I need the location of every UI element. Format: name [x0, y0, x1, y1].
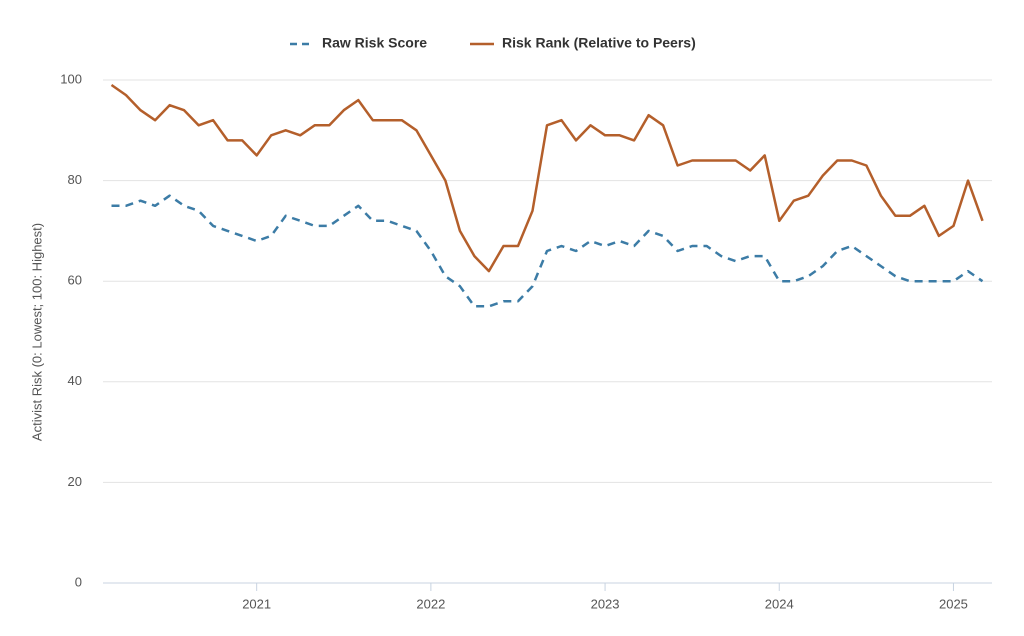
- x-tick-label: 2022: [416, 596, 445, 611]
- x-tick-label: 2025: [939, 596, 968, 611]
- series-line: [111, 194, 984, 308]
- y-tick-label: 60: [68, 273, 82, 288]
- y-tick-label: 80: [68, 172, 82, 187]
- y-tick-label: 40: [68, 373, 82, 388]
- x-tick-label: 2023: [591, 596, 620, 611]
- x-tick-label: 2021: [242, 596, 271, 611]
- legend-label: Risk Rank (Relative to Peers): [502, 35, 696, 51]
- y-tick-label: 0: [75, 574, 82, 589]
- legend-label: Raw Risk Score: [322, 35, 427, 51]
- series-line: [110, 83, 984, 273]
- y-tick-label: 100: [60, 71, 82, 86]
- y-axis-label: Activist Risk (0: Lowest; 100: Highest): [29, 223, 44, 441]
- x-tick-label: 2024: [765, 596, 794, 611]
- y-tick-label: 20: [68, 474, 82, 489]
